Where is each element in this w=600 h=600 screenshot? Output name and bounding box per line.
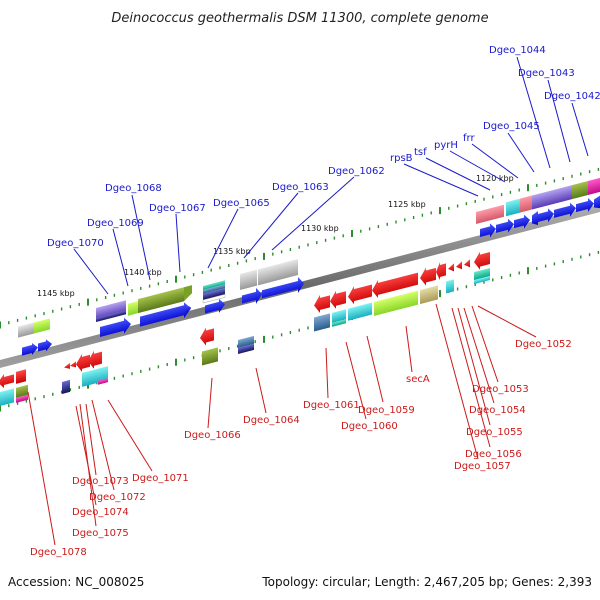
callout-line — [471, 143, 519, 179]
topology-text: Topology: circular; Length: 2,467,205 bp… — [261, 575, 592, 589]
gene-label-dgeo-1056: Dgeo_1056 — [465, 449, 522, 460]
gene-label-dgeo-1068: Dgeo_1068 — [105, 183, 162, 194]
scale-label-1140: 1140 kbp — [124, 268, 162, 277]
gene-label-dgeo-1053: Dgeo_1053 — [472, 384, 529, 395]
gene-label-dgeo-1067: Dgeo_1067 — [149, 203, 206, 214]
callout-line — [107, 399, 153, 472]
callout-line — [425, 157, 491, 191]
gene-label-dgeo-1066: Dgeo_1066 — [184, 430, 241, 441]
gene-label-pyrh: pyrH — [434, 140, 458, 151]
callout-line — [449, 150, 506, 183]
callout-line — [85, 403, 97, 476]
callout-line — [91, 399, 115, 491]
gene-label-dgeo-1055: Dgeo_1055 — [466, 427, 523, 438]
gene-label-dgeo-1042: Dgeo_1042 — [544, 91, 600, 102]
accession-text: Accession: NC_008025 — [8, 575, 144, 589]
callout-line — [435, 303, 479, 460]
scale-label-1145: 1145 kbp — [37, 289, 75, 298]
callout-line — [27, 391, 56, 546]
gene-label-dgeo-1070: Dgeo_1070 — [47, 238, 104, 249]
callout-line — [207, 208, 239, 269]
scale-label-1130: 1130 kbp — [301, 224, 339, 233]
gene-label-dgeo-1072: Dgeo_1072 — [89, 492, 146, 503]
gene-label-dgeo-1071: Dgeo_1071 — [132, 473, 189, 484]
scale-label-1135: 1135 kbp — [213, 247, 251, 256]
gene-label-dgeo-1060: Dgeo_1060 — [341, 421, 398, 432]
gene-label-dgeo-1059: Dgeo_1059 — [358, 405, 415, 416]
reverse-gene-labels: Dgeo_1078 Dgeo_1075 Dgeo_1074 Dgeo_1073 … — [30, 339, 572, 558]
gene-label-dgeo-1063: Dgeo_1063 — [272, 182, 329, 193]
scale-label-1125: 1125 kbp — [388, 200, 426, 209]
callout-line — [207, 377, 213, 429]
callout-line — [366, 335, 384, 403]
callout-line — [477, 305, 537, 338]
callout-line — [73, 248, 109, 295]
callout-line — [403, 163, 479, 197]
scale-labels: 1145 kbp 1140 kbp 1135 kbp 1130 kbp 1125… — [37, 174, 514, 298]
gene-label-dgeo-1073: Dgeo_1073 — [72, 476, 129, 487]
forward-gene-labels: Dgeo_1070 Dgeo_1069 Dgeo_1068 Dgeo_1067 … — [47, 45, 600, 249]
gene-label-dgeo-1052: Dgeo_1052 — [515, 339, 572, 350]
gene-label-tsf: tsf — [414, 147, 427, 158]
gene-label-rpsb: rpsB — [390, 153, 413, 164]
gene-label-dgeo-1064: Dgeo_1064 — [243, 415, 300, 426]
callout-line — [451, 307, 491, 448]
gene-label-dgeo-1045: Dgeo_1045 — [483, 121, 540, 132]
callout-line — [405, 325, 413, 373]
gene-label-dgeo-1078: Dgeo_1078 — [30, 547, 87, 558]
gene-label-dgeo-1043: Dgeo_1043 — [518, 68, 575, 79]
gene-label-dgeo-1057: Dgeo_1057 — [454, 461, 511, 472]
callout-line — [112, 228, 129, 287]
callout-line — [255, 367, 267, 414]
gene-label-dgeo-1069: Dgeo_1069 — [87, 218, 144, 229]
callout-line — [75, 405, 97, 506]
callout-line — [507, 132, 535, 173]
callout-line — [463, 307, 495, 404]
gene-label-seca: secA — [406, 374, 430, 385]
gene-label-dgeo-1044: Dgeo_1044 — [489, 45, 546, 56]
callout-line — [271, 176, 355, 251]
callout-line — [571, 102, 589, 157]
callout-line — [457, 307, 491, 426]
reverse-strand-features — [0, 251, 490, 406]
gene-label-dgeo-1061: Dgeo_1061 — [303, 400, 360, 411]
forward-strand-features — [18, 176, 600, 356]
gene-label-dgeo-1065: Dgeo_1065 — [213, 198, 270, 209]
callout-line — [243, 192, 299, 259]
callout-line — [345, 341, 367, 420]
callout-line — [516, 56, 551, 169]
gene-label-dgeo-1054: Dgeo_1054 — [469, 405, 526, 416]
gene-label-dgeo-1075: Dgeo_1075 — [72, 528, 129, 539]
callout-line — [131, 194, 151, 281]
callout-line — [471, 305, 499, 383]
scale-label-1120: 1120 kbp — [476, 174, 514, 183]
map-title: Deinococcus geothermalis DSM 11300, comp… — [111, 11, 488, 26]
callout-lines — [27, 56, 589, 546]
callout-line — [325, 347, 329, 399]
gene-label-frr: frr — [463, 133, 475, 144]
callout-line — [175, 213, 181, 273]
gene-label-dgeo-1074: Dgeo_1074 — [72, 507, 129, 518]
gene-label-dgeo-1062: Dgeo_1062 — [328, 166, 385, 177]
callout-line — [547, 79, 571, 163]
